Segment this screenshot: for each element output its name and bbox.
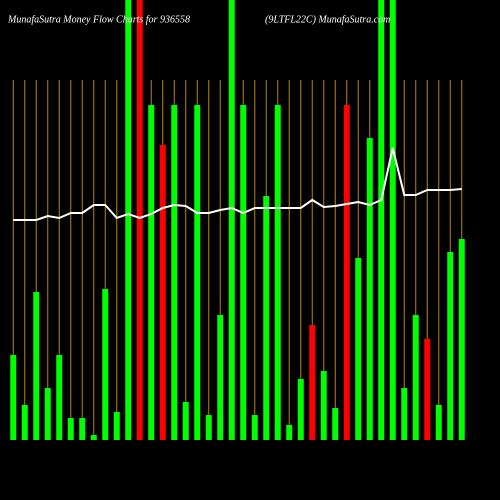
- bar: [435, 405, 442, 440]
- bar: [424, 339, 431, 440]
- bar: [10, 355, 17, 440]
- bar: [182, 402, 189, 440]
- bar: [205, 415, 212, 440]
- bar: [148, 105, 155, 440]
- bar: [401, 388, 408, 440]
- bar: [309, 325, 316, 440]
- bar: [458, 239, 465, 440]
- bar: [263, 196, 270, 440]
- bar: [56, 355, 63, 440]
- bar: [194, 105, 201, 440]
- chart-subtitle: (9LTFL22C) MunafaSutra.com: [265, 14, 390, 25]
- bar: [217, 315, 224, 440]
- bar: [228, 0, 235, 440]
- bar: [412, 315, 419, 440]
- line: [13, 147, 462, 221]
- bar: [366, 138, 373, 440]
- bar: [159, 145, 166, 440]
- bar: [67, 418, 74, 440]
- bar: [33, 292, 40, 440]
- bar: [320, 371, 327, 440]
- bar: [389, 0, 396, 440]
- bar: [297, 379, 304, 440]
- bar: [113, 412, 120, 440]
- bar: [286, 425, 293, 440]
- bar: [251, 415, 258, 440]
- bar: [332, 408, 339, 440]
- bar: [79, 418, 86, 440]
- bar: [21, 405, 28, 440]
- bar: [136, 0, 143, 440]
- bar: [102, 289, 109, 440]
- bar: [355, 258, 362, 440]
- bar: [378, 0, 385, 440]
- bar: [274, 105, 281, 440]
- bar: [240, 105, 247, 440]
- bar: [44, 388, 51, 440]
- bar: [90, 435, 97, 440]
- bar: [125, 0, 132, 440]
- bar: [343, 105, 350, 440]
- bar: [447, 252, 454, 440]
- bar: [171, 105, 178, 440]
- chart-title: MunafaSutra Money Flow Charts for 936558: [7, 14, 190, 25]
